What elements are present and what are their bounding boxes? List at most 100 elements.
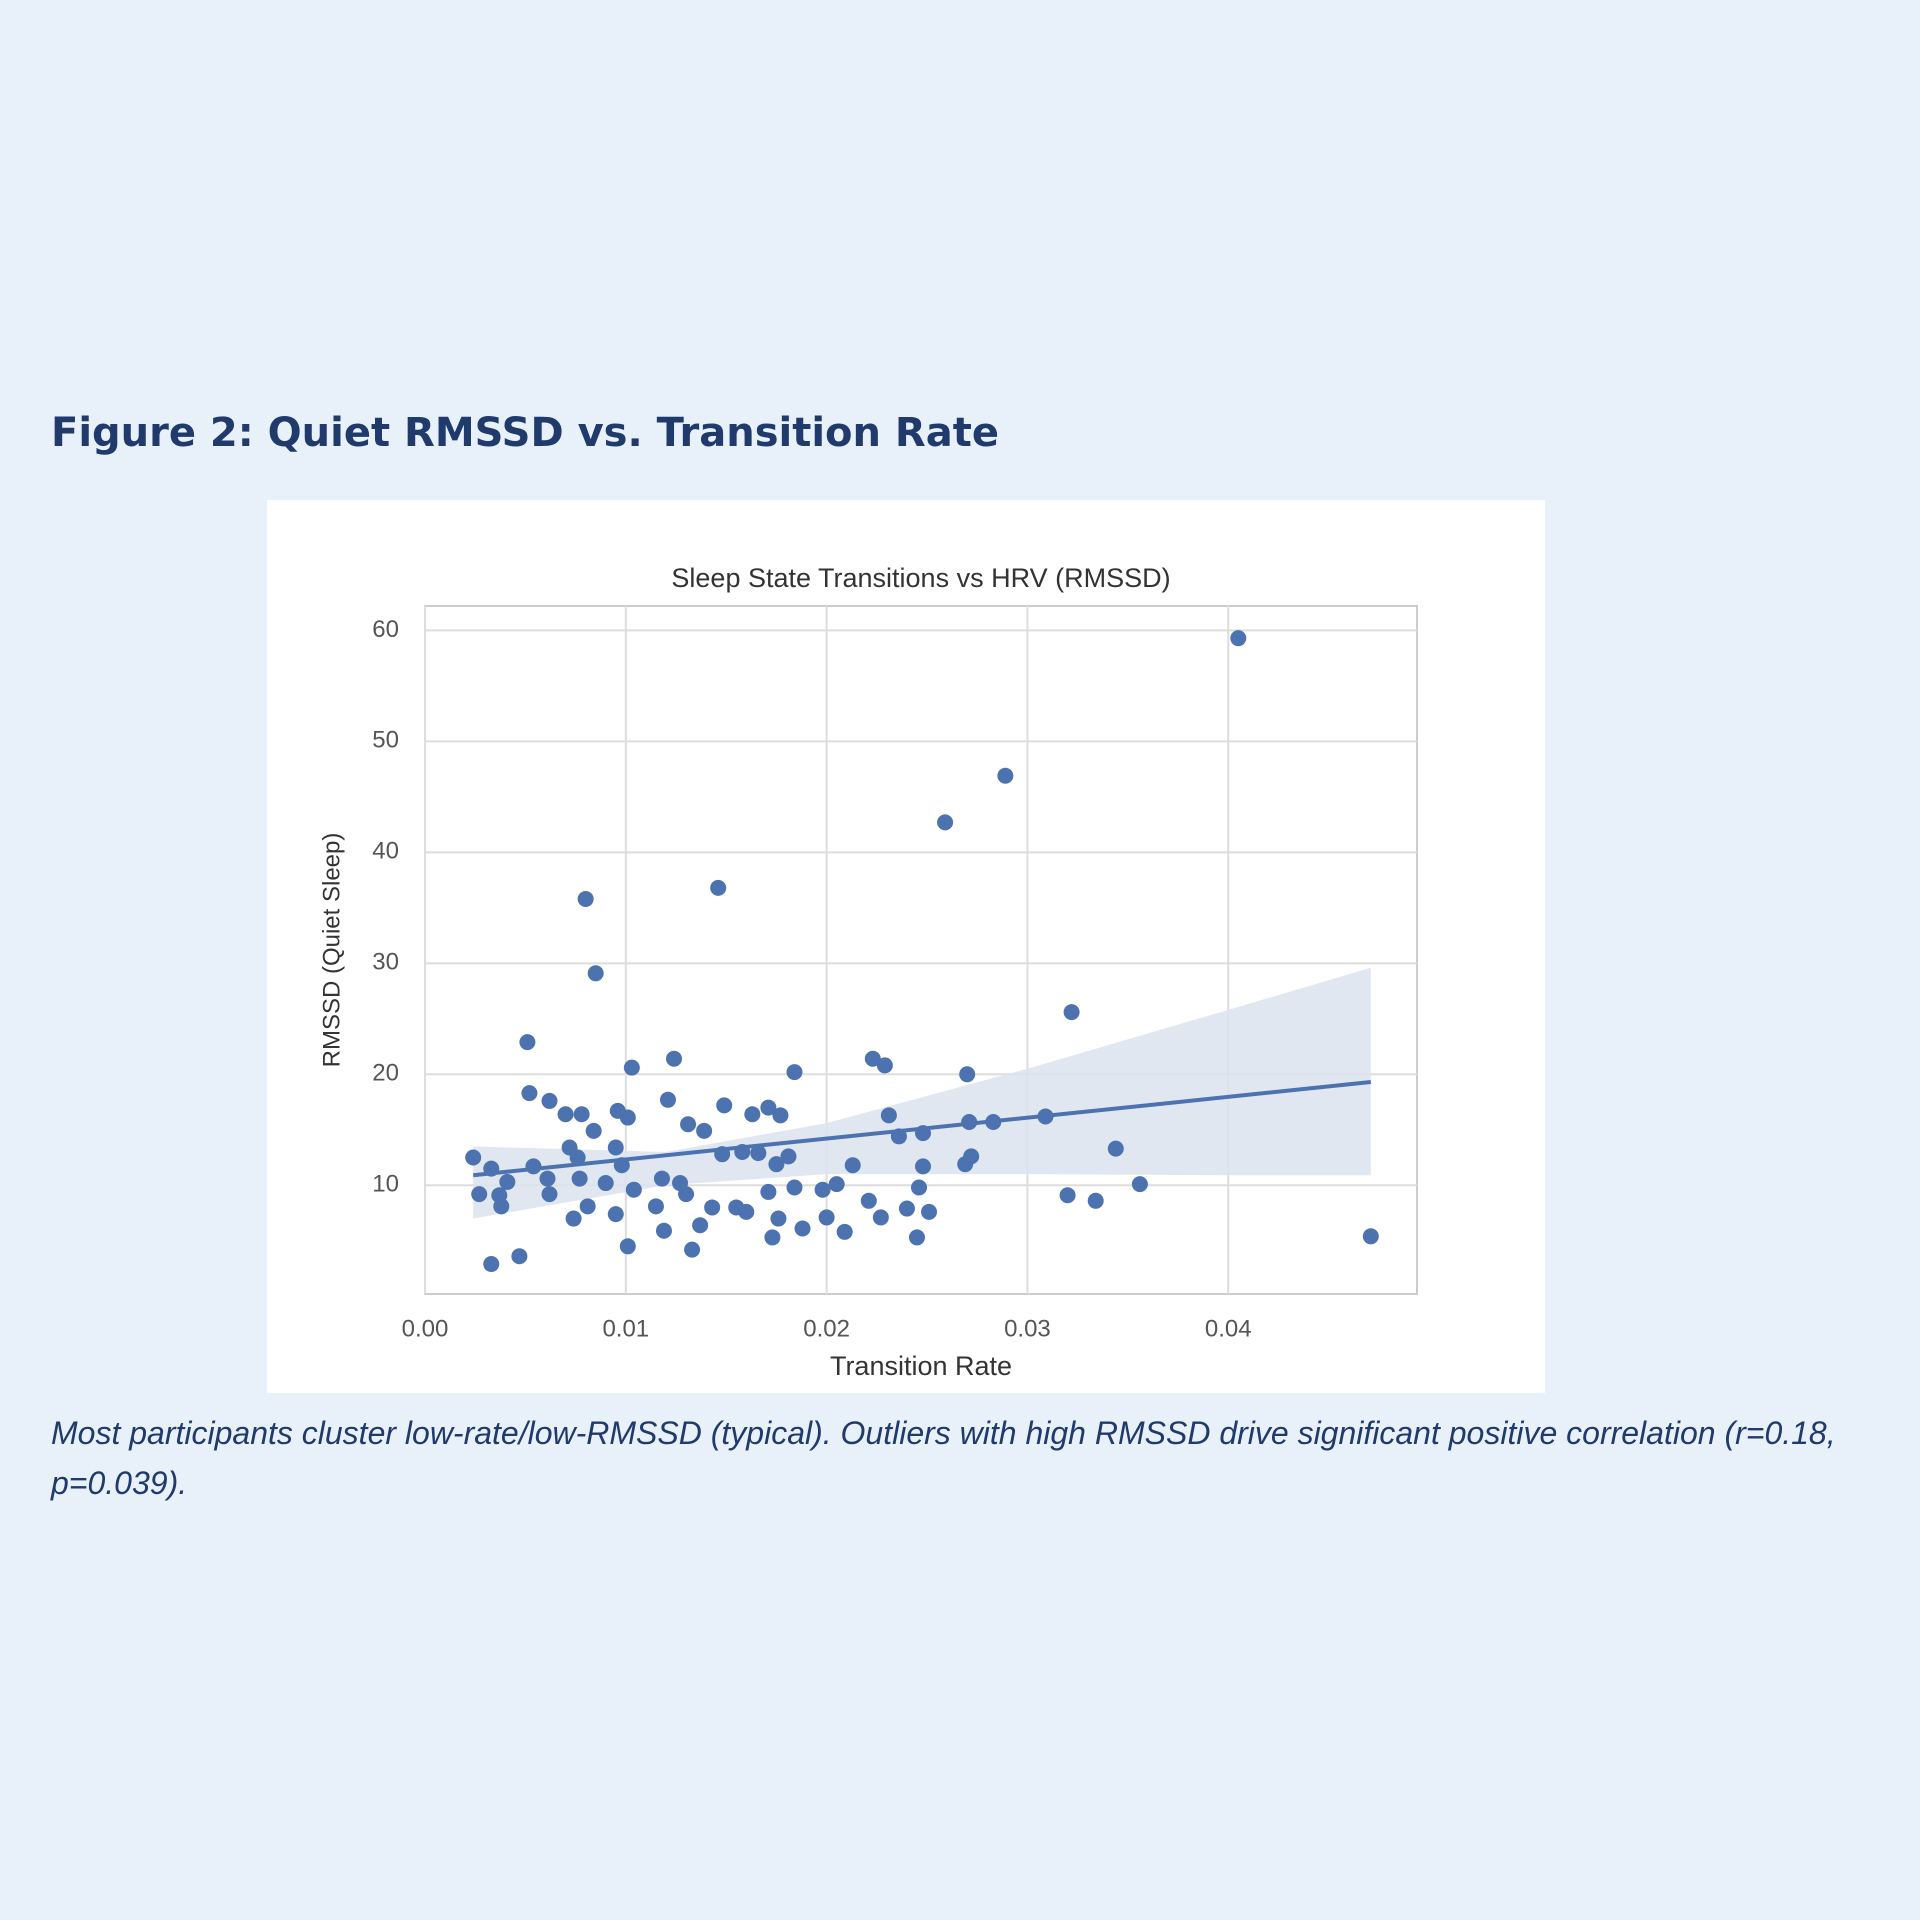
data-point [738,1203,755,1220]
data-point [780,1148,797,1165]
data-point [1362,1228,1379,1245]
data-point [768,1156,785,1173]
data-point [910,1179,927,1196]
data-point [539,1170,556,1187]
data-point [710,879,727,896]
data-point [750,1145,767,1162]
data-point [569,1149,586,1166]
data-point [836,1223,853,1240]
data-point [666,1050,683,1067]
data-point [760,1099,777,1116]
x-tick-label: 0.04 [1205,1315,1252,1342]
data-point [647,1198,664,1215]
data-point [786,1179,803,1196]
data-point [959,1066,976,1083]
data-point [937,814,954,831]
x-tick-label: 0.00 [402,1315,449,1342]
data-point [571,1170,588,1187]
x-axis-label: Transition Rate [830,1351,1012,1381]
data-point [525,1158,542,1175]
y-axis-label: RMSSD (Quiet Sleep) [318,833,345,1068]
data-point [864,1050,881,1067]
y-tick-label: 40 [372,838,399,865]
data-point [957,1156,974,1173]
data-point [814,1181,831,1198]
x-tick-label: 0.01 [602,1315,649,1342]
data-point [585,1122,602,1139]
data-point [704,1199,721,1216]
data-point [1107,1140,1124,1157]
y-tick-label: 20 [372,1060,399,1087]
data-point [692,1217,709,1234]
data-point [880,1107,897,1124]
data-point [653,1170,670,1187]
data-point [678,1186,695,1203]
y-tick-label: 50 [372,727,399,754]
data-point [684,1241,701,1258]
data-point [519,1034,536,1051]
data-point [511,1248,528,1265]
data-point [607,1139,624,1156]
data-point [1131,1176,1148,1193]
y-tick-label: 60 [372,616,399,643]
data-point [828,1176,845,1193]
data-point [716,1097,733,1114]
data-point [915,1158,932,1175]
data-point [872,1209,889,1226]
data-point [696,1122,713,1139]
figure-caption: Most participants cluster low-rate/low-R… [51,1415,1836,1501]
data-point [659,1091,676,1108]
data-point [908,1229,925,1246]
regression-line [472,1080,1372,1178]
data-point [471,1186,488,1203]
data-point [565,1210,582,1227]
data-point [1230,630,1247,647]
data-point [655,1222,672,1239]
x-tick-label: 0.03 [1004,1315,1051,1342]
data-point [493,1198,510,1215]
chart-title: Sleep State Transitions vs HRV (RMSSD) [671,563,1170,593]
data-point [619,1238,636,1255]
data-point [818,1209,835,1226]
data-point [794,1220,811,1237]
figure-heading: Figure 2: Quiet RMSSD vs. Transition Rat… [51,410,999,456]
data-point [541,1186,558,1203]
data-point [541,1092,558,1109]
data-point [997,767,1014,784]
data-point [921,1203,938,1220]
data-point [625,1181,642,1198]
data-point [465,1149,482,1166]
data-point [744,1106,761,1123]
data-point [764,1229,781,1246]
data-point [557,1106,574,1123]
data-point [577,890,594,907]
data-point [786,1064,803,1081]
data-point [770,1210,787,1227]
data-point [607,1206,624,1223]
data-point [844,1157,861,1174]
confidence-band [473,967,1371,1219]
y-tick-label: 30 [372,949,399,976]
data-point [1063,1004,1080,1021]
data-point [876,1057,893,1074]
data-point [1059,1187,1076,1204]
data-point [483,1256,500,1273]
data-point [587,965,604,982]
data-point [898,1200,915,1217]
data-point [619,1109,636,1126]
data-point [760,1183,777,1200]
data-point [623,1059,640,1076]
data-point [680,1116,697,1133]
data-point [499,1173,516,1190]
data-point [521,1085,538,1102]
data-point [579,1198,596,1215]
data-point [860,1192,877,1209]
y-tick-label: 10 [372,1171,399,1198]
data-point [597,1175,614,1192]
data-point [1087,1192,1104,1209]
x-tick-label: 0.02 [803,1315,850,1342]
data-point [573,1106,590,1123]
data-point [772,1107,789,1124]
